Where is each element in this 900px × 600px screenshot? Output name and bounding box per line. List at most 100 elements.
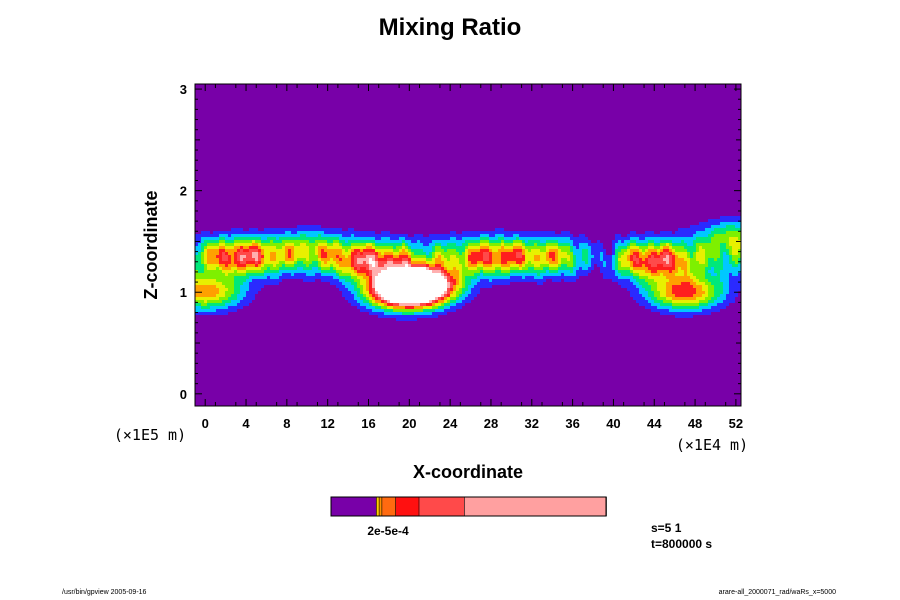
field-cell: [492, 246, 495, 249]
field-cell: [366, 240, 369, 243]
field-cell: [534, 246, 537, 249]
field-cell: [210, 300, 213, 303]
field-cell: [675, 240, 678, 243]
field-cell: [285, 231, 288, 234]
field-cell: [681, 246, 684, 249]
field-cell: [369, 243, 372, 246]
field-cell: [309, 240, 312, 243]
field-cell: [405, 315, 408, 318]
field-cell: [693, 279, 696, 282]
field-cell: [459, 282, 462, 285]
field-cell: [324, 255, 327, 258]
field-cell: [483, 261, 486, 264]
field-cell: [258, 243, 261, 246]
field-cell: [435, 258, 438, 261]
field-cell: [510, 231, 513, 234]
field-cell: [579, 234, 582, 237]
field-cell: [717, 231, 720, 234]
field-cell: [288, 261, 291, 264]
field-cell: [711, 291, 714, 294]
field-cell: [705, 312, 708, 315]
field-cell: [348, 258, 351, 261]
field-cell: [411, 297, 414, 300]
field-cell: [297, 234, 300, 237]
field-cell: [465, 294, 468, 297]
field-cell: [735, 243, 738, 246]
field-cell: [495, 270, 498, 273]
field-cell: [390, 264, 393, 267]
field-cell: [702, 249, 705, 252]
field-cell: [714, 249, 717, 252]
field-cell: [447, 306, 450, 309]
field-cell: [525, 270, 528, 273]
field-cell: [720, 306, 723, 309]
field-cell: [414, 237, 417, 240]
field-cell: [678, 246, 681, 249]
field-cell: [294, 243, 297, 246]
field-cell: [393, 255, 396, 258]
field-cell: [435, 294, 438, 297]
field-cell: [342, 294, 345, 297]
field-cell: [339, 276, 342, 279]
field-cell: [387, 306, 390, 309]
field-cell: [216, 237, 219, 240]
field-cell: [279, 270, 282, 273]
field-cell: [486, 231, 489, 234]
field-cell: [381, 315, 384, 318]
field-cell: [378, 285, 381, 288]
field-cell: [402, 306, 405, 309]
field-cell: [624, 279, 627, 282]
field-cell: [459, 237, 462, 240]
field-cell: [642, 237, 645, 240]
field-cell: [606, 276, 609, 279]
field-cell: [534, 252, 537, 255]
field-cell: [459, 303, 462, 306]
field-cell: [279, 237, 282, 240]
field-cell: [498, 246, 501, 249]
field-cell: [420, 267, 423, 270]
field-cell: [378, 276, 381, 279]
field-cell: [465, 300, 468, 303]
field-cell: [507, 276, 510, 279]
field-cell: [429, 312, 432, 315]
field-cell: [720, 300, 723, 303]
field-cell: [294, 255, 297, 258]
field-cell: [648, 303, 651, 306]
field-cell: [444, 294, 447, 297]
field-cell: [282, 249, 285, 252]
field-cell: [288, 264, 291, 267]
field-cell: [519, 252, 522, 255]
field-cell: [498, 243, 501, 246]
field-cell: [675, 255, 678, 258]
field-cell: [705, 255, 708, 258]
field-cell: [615, 255, 618, 258]
field-cell: [201, 279, 204, 282]
field-cell: [387, 309, 390, 312]
field-cell: [405, 252, 408, 255]
field-cell: [336, 285, 339, 288]
field-cell: [531, 234, 534, 237]
field-cell: [672, 237, 675, 240]
field-cell: [564, 261, 567, 264]
field-cell: [426, 306, 429, 309]
field-cell: [654, 252, 657, 255]
field-cell: [348, 288, 351, 291]
field-cell: [525, 249, 528, 252]
field-cell: [729, 246, 732, 249]
field-cell: [225, 261, 228, 264]
field-cell: [234, 234, 237, 237]
field-cell: [699, 261, 702, 264]
field-cell: [699, 249, 702, 252]
field-cell: [465, 285, 468, 288]
field-cell: [567, 264, 570, 267]
field-cell: [687, 312, 690, 315]
field-cell: [693, 312, 696, 315]
field-cell: [309, 249, 312, 252]
field-cell: [315, 228, 318, 231]
field-cell: [705, 267, 708, 270]
field-cell: [645, 300, 648, 303]
field-cell: [585, 273, 588, 276]
field-cell: [477, 270, 480, 273]
field-cell: [210, 237, 213, 240]
field-cell: [684, 246, 687, 249]
